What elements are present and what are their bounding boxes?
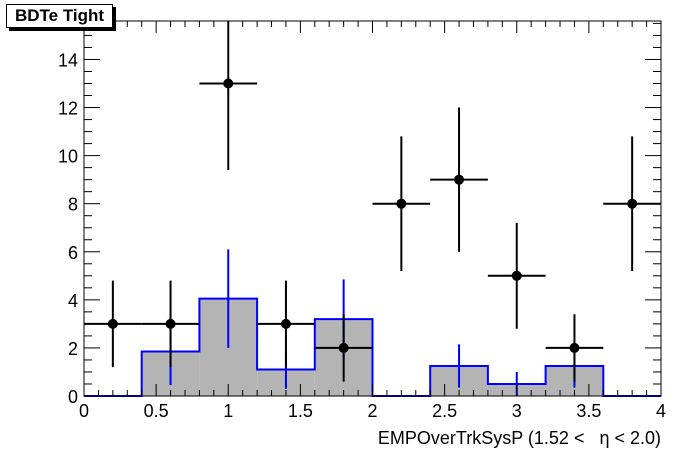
data-point <box>569 342 580 353</box>
data-point <box>223 78 234 89</box>
data-point <box>107 318 118 329</box>
y-tick-label: 12 <box>58 99 78 119</box>
chart-title: BDTe Tight <box>6 4 114 28</box>
y-tick-label: 2 <box>68 339 78 359</box>
y-tick-label: 4 <box>68 291 78 311</box>
x-tick-label: 1 <box>223 401 233 421</box>
data-point <box>280 318 291 329</box>
data-point <box>338 342 349 353</box>
data-points-layer <box>84 21 661 382</box>
axes-layer: 0 0.5 1 1.5 2 2.5 3 3.5 4 0 2 4 6 8 10 12 14 <box>58 20 666 421</box>
data-point <box>627 198 638 209</box>
data-point <box>165 318 176 329</box>
x-axis-label: EMPOverTrkSysP (1.52 < η < 2.0) <box>378 428 661 448</box>
x-tick-label: 3 <box>512 401 522 421</box>
x-tick-label: 4 <box>656 401 666 421</box>
data-point <box>454 174 465 185</box>
data-point <box>396 198 407 209</box>
y-tick-label: 10 <box>58 147 78 167</box>
x-tick-label: 0.5 <box>144 401 169 421</box>
x-tick-label: 2 <box>367 401 377 421</box>
y-tick-label: 8 <box>68 195 78 215</box>
x-tick-label: 0 <box>79 401 89 421</box>
y-tick-label: 0 <box>68 387 78 407</box>
histogram-outline <box>84 297 661 397</box>
y-tick-label: 6 <box>68 243 78 263</box>
y-tick-label: 14 <box>58 50 78 70</box>
data-point <box>511 270 522 281</box>
x-tick-label: 1.5 <box>288 401 313 421</box>
x-tick-label: 2.5 <box>432 401 457 421</box>
x-tick-label: 3.5 <box>576 401 601 421</box>
